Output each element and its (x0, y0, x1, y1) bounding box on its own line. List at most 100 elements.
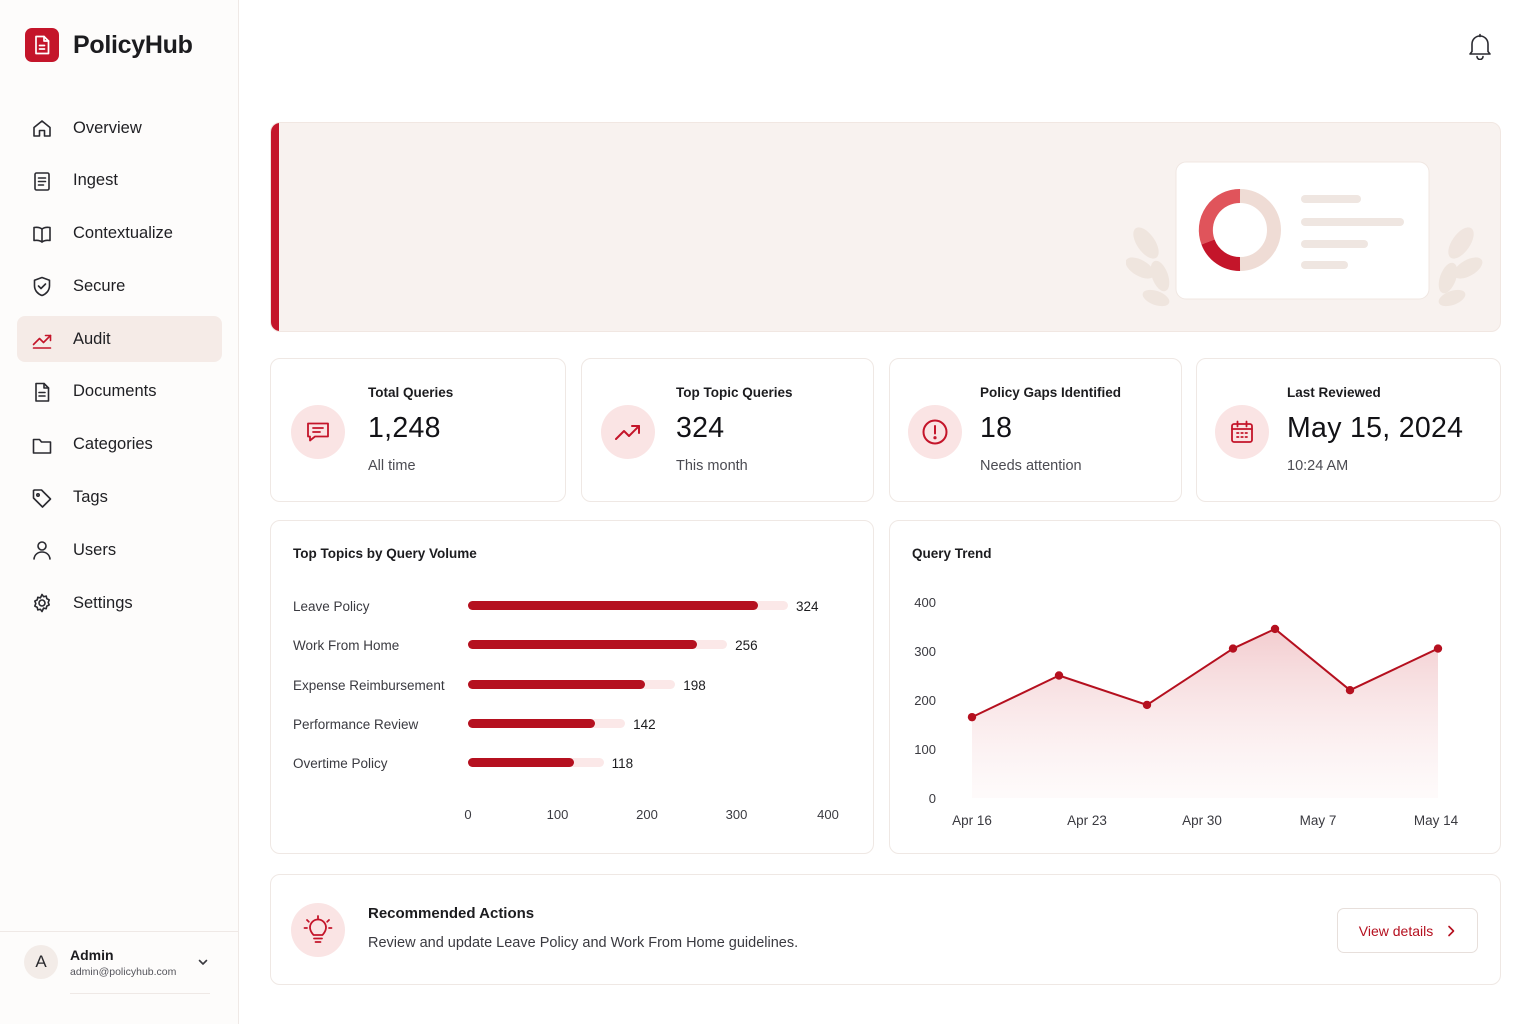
trending-up-icon (601, 405, 655, 459)
alert-circle-icon (908, 405, 962, 459)
banner-accent (271, 123, 279, 331)
bar-value-label: 118 (611, 756, 634, 772)
user-email: admin@policyhub.com (70, 965, 177, 978)
stat-card-last-reviewed: Last Reviewed May 15, 2024 10:24 AM (1196, 358, 1501, 502)
sidebar-item-label: Tags (73, 488, 108, 507)
sidebar-item-tags[interactable]: Tags (17, 475, 222, 521)
query-trend-chart: 0 100 200 300 400 Apr 16 Apr 23 Apr 30 May 7 May … (914, 595, 1458, 828)
chevron-right-icon (1446, 924, 1456, 938)
x-tick-label: 200 (636, 807, 658, 822)
recommended-title: Recommended Actions (368, 905, 535, 922)
divider (0, 931, 238, 932)
stat-label: Total Queries (368, 385, 454, 400)
home-icon (31, 117, 53, 139)
calendar-icon (1215, 405, 1269, 459)
bar-category-label: Expense Reimbursement (293, 677, 445, 693)
message-square-icon (291, 405, 345, 459)
folder-icon (31, 434, 53, 456)
avatar: A (24, 945, 58, 979)
bar[interactable] (468, 640, 698, 650)
stat-value: 1,248 (368, 412, 441, 444)
x-tick-label: 400 (817, 807, 839, 822)
trend-point[interactable] (1270, 624, 1280, 634)
view-details-label: View details (1358, 922, 1434, 939)
stat-label: Policy Gaps Identified (980, 385, 1122, 400)
stat-sub: Needs attention (980, 458, 1082, 474)
y-tick-label: 200 (914, 693, 936, 708)
panel-title: Query Trend (912, 546, 992, 561)
bar[interactable] (468, 718, 596, 728)
policyhub-logo-icon (25, 28, 59, 62)
view-details-button[interactable]: View details (1337, 908, 1478, 953)
app-name: PolicyHub (73, 30, 193, 59)
top-topics-panel: Top Topics by Query Volume Leave Policy 3… (270, 520, 874, 854)
x-tick-label: 0 (464, 807, 472, 822)
chevron-down-icon[interactable] (196, 955, 210, 974)
document-icon (31, 381, 53, 403)
x-tick-label: Apr 30 (1182, 813, 1222, 828)
tag-icon (31, 487, 53, 509)
x-tick-label: May 7 (1300, 813, 1337, 828)
sidebar-item-label: Secure (73, 276, 126, 295)
bar-category-label: Performance Review (293, 716, 419, 732)
stat-value: 18 (980, 412, 1013, 444)
hero-banner (270, 122, 1501, 332)
stat-card-top-topic-queries: Top Topic Queries 324 This month (581, 358, 874, 502)
y-tick-label: 400 (914, 595, 936, 610)
sidebar-item-users[interactable]: Users (17, 527, 222, 573)
trend-point[interactable] (1142, 700, 1152, 710)
trend-point[interactable] (1345, 686, 1355, 695)
bar-value-label: 198 (683, 677, 706, 693)
stat-card-policy-gaps: Policy Gaps Identified 18 Needs attentio… (889, 358, 1182, 502)
sidebar-item-label: Contextualize (73, 224, 173, 243)
sidebar-item-audit[interactable]: Audit (17, 316, 222, 363)
sidebar-nav: Overview Ingest Contextualize Secure Audit Do… (17, 105, 222, 633)
trend-point[interactable] (1433, 644, 1443, 653)
y-tick-label: 100 (914, 742, 936, 757)
bar-category-label: Leave Policy (293, 599, 370, 614)
stat-label: Last Reviewed (1287, 385, 1381, 400)
x-tick-label: 100 (546, 807, 569, 822)
sidebar-item-settings[interactable]: Settings (17, 580, 222, 626)
user-menu[interactable]: A Admin admin@policyhub.com (24, 945, 214, 979)
stat-sub: All time (368, 458, 416, 474)
divider (70, 993, 210, 994)
bar[interactable] (468, 601, 758, 610)
user-name: Admin (70, 946, 114, 963)
x-tick-label: Apr 23 (1067, 813, 1107, 828)
book-icon (31, 223, 53, 245)
sidebar-item-contextualize[interactable]: Contextualize (17, 211, 222, 257)
sidebar: PolicyHub Overview Ingest Contextualize Sec… (0, 0, 239, 1024)
sidebar-item-categories[interactable]: Categories (17, 422, 222, 468)
sidebar-item-overview[interactable]: Overview (17, 105, 222, 151)
query-trend-panel: Query Trend 0 100 200 300 400 Apr 16 Apr 23 Apr… (889, 520, 1501, 854)
sidebar-item-ingest[interactable]: Ingest (17, 158, 222, 204)
recommended-actions-panel: Recommended Actions Review and update Le… (270, 874, 1501, 985)
stat-sub: 10:24 AM (1287, 458, 1349, 474)
lightbulb-icon (291, 903, 345, 957)
trend-point[interactable] (1228, 644, 1238, 653)
bar[interactable] (468, 679, 646, 689)
notification-bell-icon[interactable] (1465, 31, 1495, 61)
panel-title: Top Topics by Query Volume (293, 546, 477, 561)
user-icon (31, 539, 53, 561)
bar[interactable] (468, 758, 574, 768)
y-tick-label: 0 (929, 791, 936, 806)
sidebar-item-label: Categories (73, 435, 153, 454)
sidebar-item-documents[interactable]: Documents (17, 369, 222, 415)
bar-category-label: Overtime Policy (293, 756, 388, 772)
shield-check-icon (31, 275, 53, 297)
brand[interactable]: PolicyHub (25, 28, 193, 62)
trend-point[interactable] (967, 712, 977, 722)
sidebar-item-label: Overview (73, 118, 142, 137)
sidebar-item-label: Users (73, 540, 117, 559)
bar-value-label: 142 (633, 716, 656, 732)
trend-point[interactable] (1054, 671, 1064, 680)
sidebar-item-secure[interactable]: Secure (17, 263, 222, 309)
x-tick-label: Apr 16 (952, 813, 992, 828)
stat-card-total-queries: Total Queries 1,248 All time (270, 358, 566, 502)
gear-icon (31, 592, 53, 614)
sidebar-item-label: Settings (73, 593, 133, 612)
file-text-icon (31, 170, 53, 192)
stat-label: Top Topic Queries (676, 385, 793, 400)
